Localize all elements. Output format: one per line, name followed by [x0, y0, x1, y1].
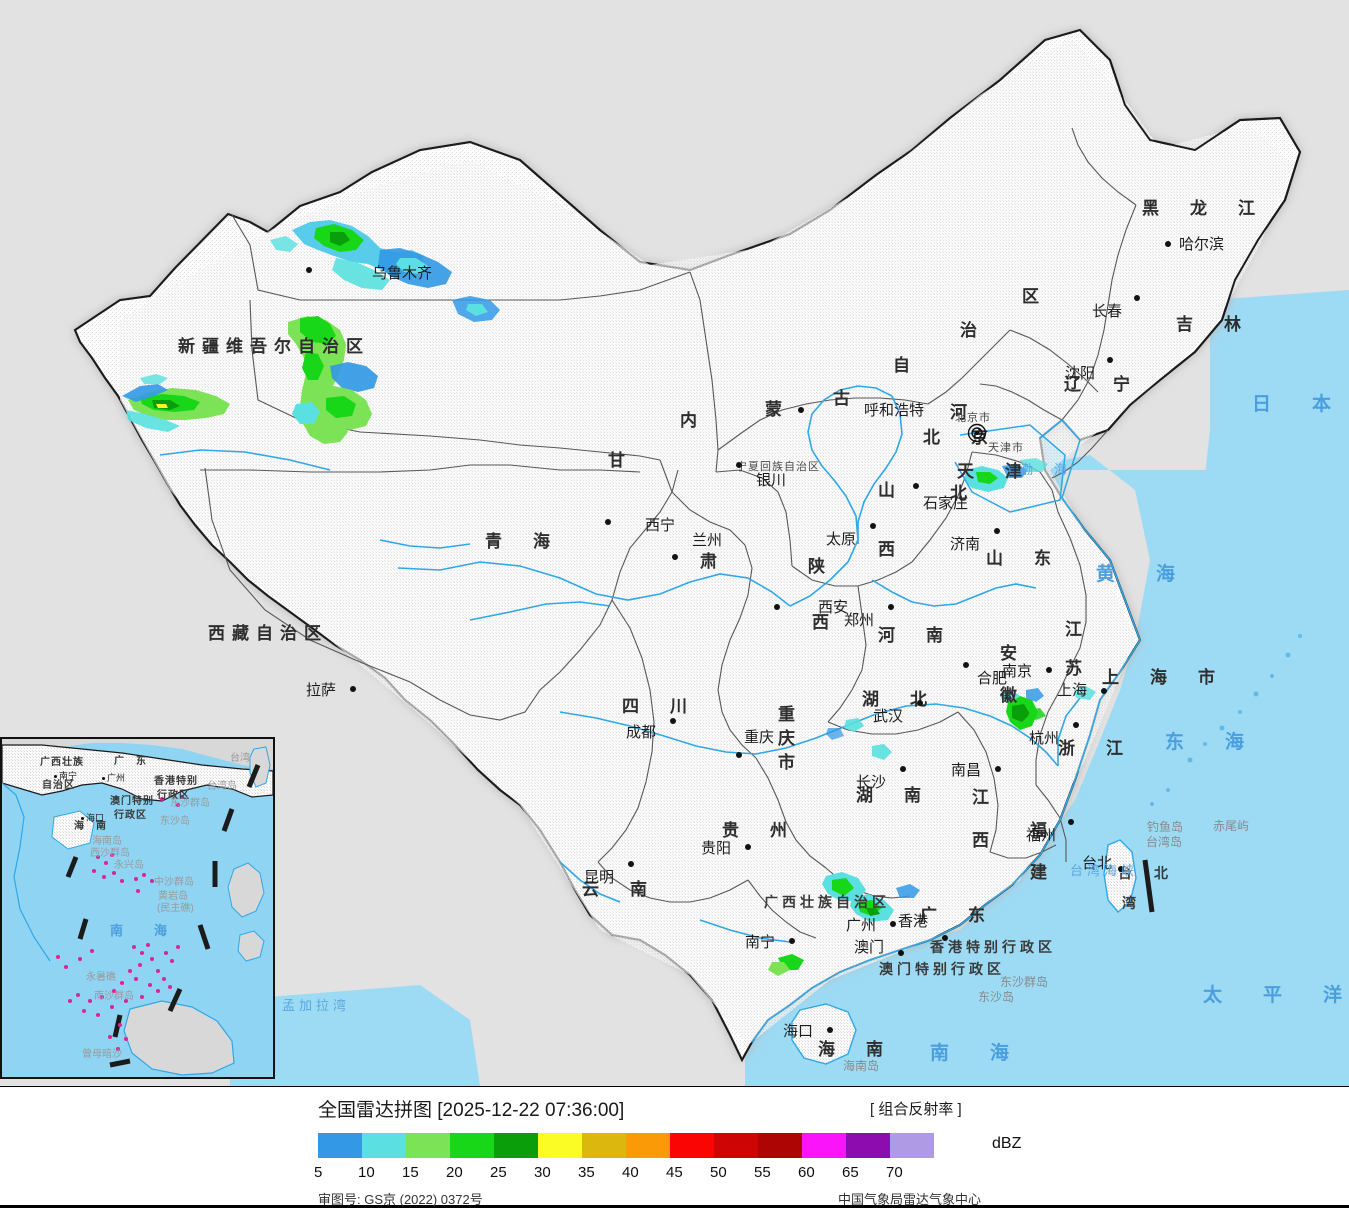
colorbar-tick: 35 — [578, 1164, 595, 1181]
echo-guangxi — [768, 872, 920, 976]
city-marker-dot — [900, 766, 906, 772]
colorbar-tick: 20 — [446, 1164, 463, 1181]
colorbar-tick: 60 — [798, 1164, 815, 1181]
colorbar-tick: 15 — [402, 1164, 419, 1181]
ryukyu-arc — [1150, 634, 1302, 806]
colorbar-tick: 30 — [534, 1164, 551, 1181]
city-marker-dot — [736, 462, 742, 468]
radar-echo-layer — [122, 220, 1096, 976]
taiwan-island — [1103, 839, 1137, 913]
city-marker-dot — [798, 407, 804, 413]
city-marker-dot — [942, 935, 948, 941]
colorbar-swatch[interactable] — [846, 1133, 890, 1158]
echo-tarim — [288, 316, 378, 444]
national-border-accent — [1107, 59, 1301, 431]
city-marker-dot — [890, 921, 896, 927]
city-marker-dot — [994, 528, 1000, 534]
colorbar-swatch[interactable] — [362, 1133, 406, 1158]
inset-city-marker-dot — [102, 777, 105, 780]
city-marker-dot — [1107, 357, 1113, 363]
city-marker-dot — [1134, 295, 1140, 301]
city-marker-dot — [605, 519, 611, 525]
colorbar-tick-labels: 5 10 15 20 25 30 35 40 45 50 55 60 65 70 — [310, 1164, 1010, 1184]
colorbar-tick: 10 — [358, 1164, 375, 1181]
dbz-colorbar[interactable] — [318, 1133, 934, 1158]
city-marker-dot — [1165, 241, 1171, 247]
city-marker-dot — [774, 604, 780, 610]
city-marker-dot — [995, 766, 1001, 772]
echo-anhui — [1000, 688, 1044, 730]
colorbar-swatch[interactable] — [450, 1133, 494, 1158]
south-china-sea-inset[interactable]: 广西壮族 自治区广 东香港特别 行政区 澳门特别 行政区海 南 南宁 广州 海口 台湾 台湾岛… — [0, 737, 275, 1079]
map-graphics — [73, 28, 1349, 1086]
china-radar-map[interactable]: 新疆维吾尔自治区 西藏自治区青 海甘肃内蒙古自治区宁夏回族自治区陕西山西河北河 南… — [0, 0, 1349, 1086]
colorbar-tick: 55 — [754, 1164, 771, 1181]
colorbar-swatch[interactable] — [890, 1133, 934, 1158]
colorbar-tick: 25 — [490, 1164, 507, 1181]
city-marker-dot — [898, 950, 904, 956]
reef-dots — [56, 795, 184, 1051]
city-marker-dot — [736, 752, 742, 758]
city-marker-dot — [963, 662, 969, 668]
legend-panel: 全国雷达拼图 [2025-12-22 07:36:00] [ 组合反射率 ] d… — [0, 1086, 1349, 1208]
legend-product-type: [ 组合反射率 ] — [870, 1101, 962, 1118]
colorbar-tick: 65 — [842, 1164, 859, 1181]
legend-title: 全国雷达拼图 [2025-12-22 07:36:00] — [318, 1100, 625, 1121]
issuing-agency: 中国气象局雷达气象中心 — [838, 1192, 982, 1207]
colorbar-tick: 70 — [886, 1164, 903, 1181]
city-marker-dot — [917, 700, 923, 706]
capital-marker-icon — [967, 423, 987, 443]
colorbar-swatch[interactable] — [538, 1133, 582, 1158]
echo-coastal — [1028, 686, 1096, 720]
inset-graphics — [2, 739, 273, 1077]
city-marker-dot — [672, 554, 678, 560]
colorbar-swatch[interactable] — [318, 1133, 362, 1158]
colorbar-tick: 5 — [314, 1164, 323, 1181]
city-marker-dot — [745, 844, 751, 850]
colorbar-swatch[interactable] — [714, 1133, 758, 1158]
colorbar-swatch[interactable] — [758, 1133, 802, 1158]
colorbar-swatch[interactable] — [582, 1133, 626, 1158]
city-marker-dot — [888, 604, 894, 610]
city-marker-dot — [628, 861, 634, 867]
border-marks — [1142, 859, 1155, 913]
colorbar-tick: 40 — [622, 1164, 639, 1181]
colorbar-tick: 45 — [666, 1164, 683, 1181]
echo-urumqi — [270, 220, 500, 322]
city-marker-dot — [1101, 688, 1107, 694]
hainan-island — [791, 1003, 857, 1065]
colorbar-swatch[interactable] — [626, 1133, 670, 1158]
nine-dash-line — [65, 764, 261, 1068]
map-approval-number: 审图号: GS京 (2022) 0372号 — [318, 1192, 483, 1207]
rivers — [159, 385, 1081, 943]
terrain-texture — [120, 38, 1292, 1045]
echo-hunan — [826, 718, 892, 760]
colorbar-swatch[interactable] — [670, 1133, 714, 1158]
echo-bohai — [964, 458, 1048, 492]
city-marker-dot — [913, 483, 919, 489]
city-marker-dot — [306, 267, 312, 273]
coastline — [751, 418, 1141, 1043]
echo-west-xinjiang — [122, 374, 230, 432]
city-marker-dot — [827, 1027, 833, 1033]
city-marker-dot — [350, 686, 356, 692]
inset-city-marker-dot — [54, 775, 57, 778]
colorbar-swatch[interactable] — [802, 1133, 846, 1158]
city-marker-dot — [870, 523, 876, 529]
colorbar-swatch[interactable] — [494, 1133, 538, 1158]
colorbar-unit-label: dBZ — [992, 1135, 1022, 1152]
city-marker-dot — [789, 938, 795, 944]
city-marker-dot — [1118, 866, 1124, 872]
colorbar-swatch[interactable] — [406, 1133, 450, 1158]
city-marker-dot — [1046, 667, 1052, 673]
city-marker-dot — [670, 718, 676, 724]
city-marker-dot — [1068, 819, 1074, 825]
colorbar-tick: 50 — [710, 1164, 727, 1181]
inset-city-marker-dot — [81, 817, 84, 820]
city-marker-dot — [1073, 722, 1079, 728]
province-borders — [200, 127, 1137, 939]
